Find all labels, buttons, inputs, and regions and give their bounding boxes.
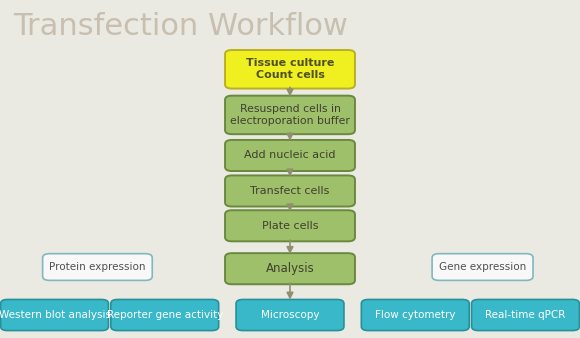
FancyBboxPatch shape — [1, 299, 108, 331]
Text: Microscopy: Microscopy — [261, 310, 319, 320]
FancyBboxPatch shape — [111, 299, 219, 331]
Text: Resuspend cells in
electroporation buffer: Resuspend cells in electroporation buffe… — [230, 104, 350, 126]
FancyBboxPatch shape — [225, 210, 355, 241]
Text: Add nucleic acid: Add nucleic acid — [244, 150, 336, 161]
FancyBboxPatch shape — [225, 253, 355, 284]
FancyBboxPatch shape — [225, 175, 355, 207]
Text: Transfect cells: Transfect cells — [251, 186, 329, 196]
FancyBboxPatch shape — [432, 254, 533, 281]
Text: Tissue culture
Count cells: Tissue culture Count cells — [246, 58, 334, 80]
FancyBboxPatch shape — [43, 254, 152, 281]
Text: Western blot analysis: Western blot analysis — [0, 310, 111, 320]
FancyBboxPatch shape — [225, 96, 355, 134]
FancyBboxPatch shape — [225, 140, 355, 171]
Text: Analysis: Analysis — [266, 262, 314, 275]
Text: Reporter gene activity: Reporter gene activity — [107, 310, 223, 320]
Text: Transfection Workflow: Transfection Workflow — [13, 12, 347, 41]
Text: Real-time qPCR: Real-time qPCR — [485, 310, 566, 320]
Text: Gene expression: Gene expression — [439, 262, 526, 272]
Text: Protein expression: Protein expression — [49, 262, 146, 272]
FancyBboxPatch shape — [472, 299, 579, 331]
FancyBboxPatch shape — [361, 299, 469, 331]
FancyBboxPatch shape — [236, 299, 344, 331]
Text: Plate cells: Plate cells — [262, 221, 318, 231]
Text: Flow cytometry: Flow cytometry — [375, 310, 455, 320]
FancyBboxPatch shape — [225, 50, 355, 89]
